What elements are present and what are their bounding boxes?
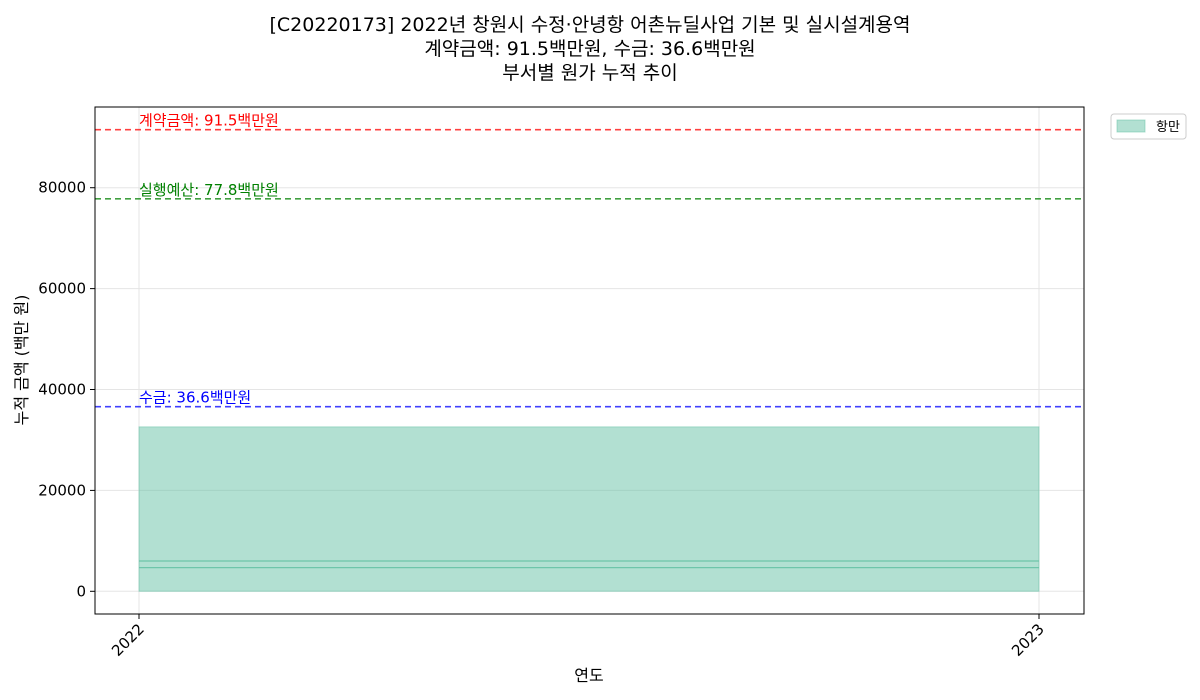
area-series-harbor (138, 426, 1040, 592)
x-tick-label: 2022 (108, 620, 148, 660)
chart-subtitle-line-2: 계약금액: 91.5백만원, 수금: 36.6백만원 (424, 38, 755, 60)
chart-title: [C20220173] 2022년 창원시 수정·안녕항 어촌뉴딜사업 기본 및… (270, 14, 911, 84)
plot-frame (94, 106, 1085, 615)
y-tick-label: 60000 (38, 280, 86, 298)
y-tick-label: 80000 (38, 179, 86, 197)
y-tick-label: 0 (76, 582, 86, 600)
y-tick-label: 20000 (38, 481, 86, 499)
x-tick-label: 2023 (1008, 620, 1048, 660)
y-axis-ticks: 0 20000 40000 60000 80000 (38, 179, 95, 600)
y-tick-label: 40000 (38, 381, 86, 399)
reference-line-label: 계약금액: 91.5백만원 (139, 112, 279, 130)
x-axis-ticks: 2022 2023 (108, 614, 1048, 660)
reference-line-label: 수금: 36.6백만원 (139, 389, 251, 407)
chart-title-line-1: [C20220173] 2022년 창원시 수정·안녕항 어촌뉴딜사업 기본 및… (270, 14, 911, 36)
legend-label-harbor: 항만 (1156, 120, 1180, 135)
x-axis-label: 연도 (574, 666, 603, 685)
chart-subtitle-line-3: 부서별 원가 누적 추이 (502, 62, 677, 84)
legend-swatch-harbor (1116, 119, 1146, 133)
area-series-layer (138, 426, 1040, 592)
legend: 항만 (1110, 113, 1187, 140)
reference-line-label: 실행예산: 77.8백만원 (139, 181, 279, 199)
y-axis-label: 누적 금액 (백만 원) (12, 295, 31, 426)
